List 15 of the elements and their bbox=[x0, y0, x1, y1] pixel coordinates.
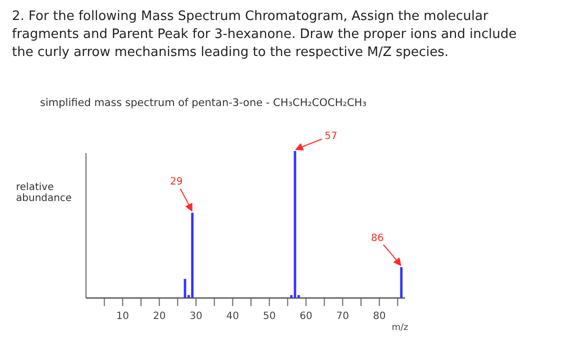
y-axis-title: relative abundance bbox=[16, 182, 72, 204]
annotation: 86 bbox=[370, 233, 384, 244]
x-tick-label: 80 bbox=[372, 311, 386, 322]
x-tick-label: 20 bbox=[152, 311, 166, 322]
x-axis-title: m/z bbox=[392, 323, 409, 333]
x-tick-label: 70 bbox=[336, 311, 350, 322]
x-tick-label: 40 bbox=[226, 311, 240, 322]
x-tick-label: 10 bbox=[116, 311, 130, 322]
x-tick-label: 30 bbox=[190, 311, 202, 322]
annotation: 29 bbox=[170, 176, 183, 188]
chart-subtitle: simplified mass spectrum of pentan-3-one - CH₃CH₂COCH₂CH₃ bbox=[40, 97, 366, 109]
annotation: 57 bbox=[324, 131, 338, 142]
chart-title: 2. For the following Mass Spectrum Chromatogram, Assign the molecular fragments and Parent Peak for 3-hexanone. Draw the proper ions and include the curly arrow mechanisms leading to the respective M/Z species. bbox=[12, 9, 517, 60]
x-tick-label: 50 bbox=[262, 311, 276, 322]
x-tick-label: 60 bbox=[300, 311, 312, 322]
